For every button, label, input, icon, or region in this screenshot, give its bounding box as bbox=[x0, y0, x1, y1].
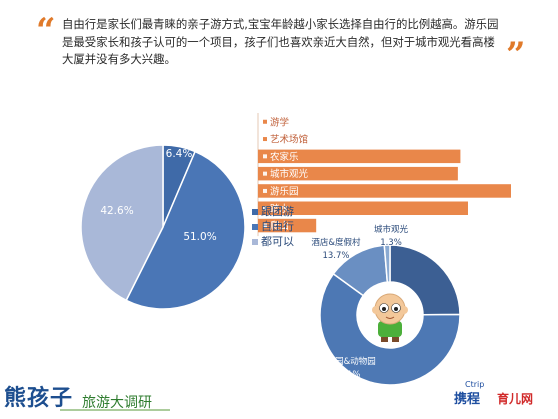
legend-item-either: 都可以 bbox=[252, 233, 294, 249]
pie-data-label: 42.6% bbox=[100, 205, 133, 217]
bar-category-label: 农家乐 bbox=[270, 151, 299, 163]
survey-subtitle: 旅游大调研 bbox=[82, 395, 152, 411]
bar-marker bbox=[263, 206, 267, 211]
bar-3 bbox=[258, 166, 458, 181]
bar-category-label: 游乐园 bbox=[270, 185, 299, 197]
bar-category-label: 踏水 bbox=[270, 203, 290, 215]
pie-data-label: 6.4% bbox=[166, 148, 193, 160]
kid-pupil-right bbox=[394, 307, 398, 311]
bar-marker bbox=[263, 188, 267, 193]
kid-pupil-left bbox=[382, 307, 386, 311]
brand-logo-text: 熊孩子 bbox=[4, 386, 74, 411]
bar-marker-empty bbox=[263, 119, 267, 124]
legend-swatch bbox=[252, 224, 258, 230]
close-quote-mark: ” bbox=[506, 35, 526, 75]
donut-value-label: 1.3% bbox=[380, 238, 402, 248]
kid-foot-right bbox=[392, 337, 399, 342]
legend-label: 跟团游 bbox=[261, 205, 294, 218]
pie-slice-1 bbox=[125, 150, 246, 310]
legend-item-group-tour: 跟团游 bbox=[252, 203, 294, 219]
legend-label: 都可以 bbox=[261, 235, 294, 248]
kid-mouth bbox=[385, 316, 395, 319]
legend-swatch bbox=[252, 209, 258, 215]
bar-6 bbox=[258, 218, 317, 233]
ctrip-logo: 携程 bbox=[454, 392, 481, 407]
legend-label: 自由行 bbox=[261, 220, 294, 233]
bar-marker bbox=[263, 154, 267, 159]
bar-category-label: 艺术场馆 bbox=[270, 134, 308, 146]
intro-paragraph: 自由行是家长们最青睐的亲子游方式,宝宝年龄越小家长选择自由行的比例越高。游乐园是… bbox=[62, 17, 499, 66]
legend-item-independent: 自由行 bbox=[252, 218, 294, 234]
bar-marker bbox=[263, 171, 267, 176]
bar-marker-empty bbox=[263, 137, 267, 142]
kid-body bbox=[378, 321, 402, 337]
donut-value-label: 13.7% bbox=[322, 251, 349, 261]
bar-4 bbox=[258, 184, 511, 198]
donut-category-label: 亲近大自然 bbox=[447, 264, 490, 275]
ctrip-logo-small: Ctrip bbox=[465, 380, 485, 389]
donut-category-label: 城市观光 bbox=[374, 224, 409, 235]
kid-illustration bbox=[372, 293, 408, 342]
legend-swatch bbox=[252, 239, 258, 245]
open-quote-mark: “ bbox=[36, 11, 56, 51]
donut-category-label: 游乐园&动物园 bbox=[318, 356, 376, 367]
pie-slice-2 bbox=[80, 144, 164, 302]
bar-5 bbox=[258, 201, 468, 215]
bar-category-label: 游学 bbox=[270, 116, 289, 128]
kid-foot-left bbox=[381, 337, 388, 342]
donut-category-label: 酒店&度假村 bbox=[311, 237, 361, 248]
donut-value-label: 60.1% bbox=[333, 370, 360, 380]
kid-ear-right bbox=[400, 306, 408, 314]
kid-ear-left bbox=[372, 306, 380, 314]
donut-value-label: 24.9% bbox=[454, 278, 481, 288]
yuer-logo: 育儿网 bbox=[497, 392, 534, 406]
pie-data-label: 51.0% bbox=[183, 231, 216, 243]
bar-marker bbox=[263, 223, 267, 228]
bar-category-label: 爬山 bbox=[270, 221, 289, 232]
bar-2 bbox=[258, 149, 461, 164]
bar-category-label: 城市观光 bbox=[270, 168, 309, 180]
